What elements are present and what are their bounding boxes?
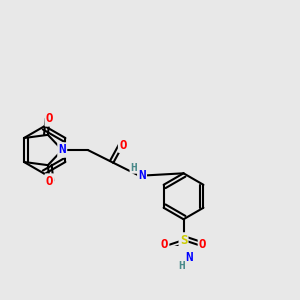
- Text: O: O: [160, 238, 168, 251]
- Text: N: N: [138, 169, 146, 182]
- Text: H: H: [131, 163, 137, 172]
- Text: S: S: [180, 233, 187, 247]
- Text: O: O: [119, 139, 127, 152]
- Text: O: O: [46, 112, 53, 125]
- Text: N: N: [185, 251, 193, 264]
- Text: O: O: [199, 238, 206, 251]
- Text: H: H: [178, 260, 185, 271]
- Text: O: O: [46, 175, 53, 188]
- Text: N: N: [58, 143, 66, 157]
